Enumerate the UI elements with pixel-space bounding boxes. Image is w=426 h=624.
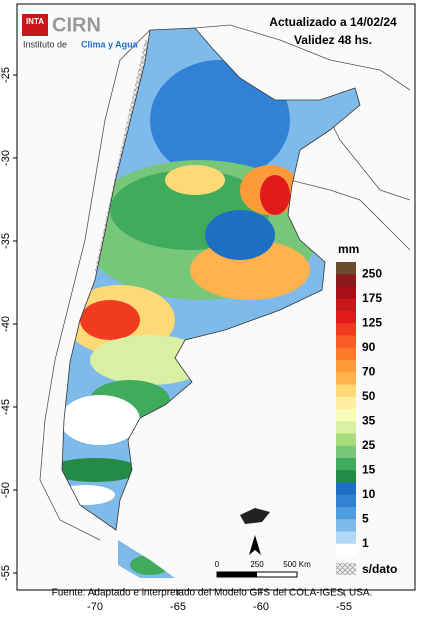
lat-tick-label: -50 (0, 482, 12, 498)
legend-swatch (336, 396, 356, 410)
legend-swatch (336, 335, 356, 349)
legend-label: s/dato (362, 562, 397, 576)
lon-tick-label: -70 (87, 601, 103, 613)
scale-label: 0 (215, 560, 220, 569)
lon-tick-label: -55 (336, 601, 352, 613)
legend-swatch (336, 458, 356, 471)
legend-swatch (336, 286, 356, 300)
legend-no-data-swatch (336, 563, 356, 575)
legend-swatch (336, 494, 356, 508)
legend-label: 175 (362, 291, 382, 305)
legend-swatch (336, 445, 356, 459)
updated: Actualizado a 14/02/24 (269, 15, 397, 29)
malvinas (240, 508, 270, 524)
legend-swatch (336, 519, 356, 532)
legend-title: mm (338, 242, 359, 256)
legend-swatch (336, 274, 356, 287)
scale-label: 250 (250, 560, 264, 569)
legend-swatch (336, 298, 356, 312)
lat-tick-label: -30 (0, 150, 12, 166)
scale-bar-fill (217, 572, 257, 577)
legend-label: 10 (362, 487, 376, 501)
legend-swatch (336, 347, 356, 361)
legend-swatch (336, 470, 356, 483)
lon-tick-label: -60 (253, 601, 269, 613)
legend-swatch (336, 384, 356, 398)
scale-label: 500 Km (283, 560, 311, 569)
legend-label: 1 (362, 536, 369, 550)
legend-swatch (336, 507, 356, 520)
legend-swatch (336, 262, 356, 275)
institute-name: Clima y Agua (81, 39, 139, 49)
legend-swatch (336, 433, 356, 447)
lat-tick-label: -35 (0, 233, 12, 249)
lon-tick-label: -65 (170, 601, 186, 613)
legend-swatch (336, 360, 356, 373)
legend-label: 25 (362, 438, 376, 452)
legend-label: 250 (362, 266, 382, 280)
validity: Validez 48 hs. (294, 33, 372, 47)
legend-label: 5 (362, 511, 369, 525)
legend-label: 125 (362, 315, 382, 329)
legend-label: 90 (362, 340, 376, 354)
legend-swatch (336, 311, 356, 324)
legend-label: 15 (362, 462, 376, 476)
lat-tick-label: -45 (0, 399, 12, 415)
legend-label: 70 (362, 364, 376, 378)
north-arrow (249, 535, 261, 555)
legend-label: 50 (362, 389, 376, 403)
legend-swatch (336, 409, 356, 422)
legend-swatch (336, 482, 356, 496)
lat-tick-label: -40 (0, 316, 12, 332)
lat-tick-label: -25 (0, 67, 12, 83)
legend-swatch (336, 531, 356, 545)
legend-swatch (336, 372, 356, 385)
legend-swatch (336, 543, 356, 557)
cirn-text: CIRN (52, 14, 101, 36)
legend-swatch (336, 323, 356, 336)
inta-logo (22, 14, 48, 36)
source: Fuente: Adaptado e interpretado del Mode… (52, 588, 373, 599)
institute-prefix: Instituto de (23, 39, 67, 49)
legend-label: 35 (362, 413, 376, 427)
inta-text: INTA (26, 17, 44, 26)
legend-swatch (336, 421, 356, 434)
lat-tick-label: -55 (0, 565, 12, 581)
